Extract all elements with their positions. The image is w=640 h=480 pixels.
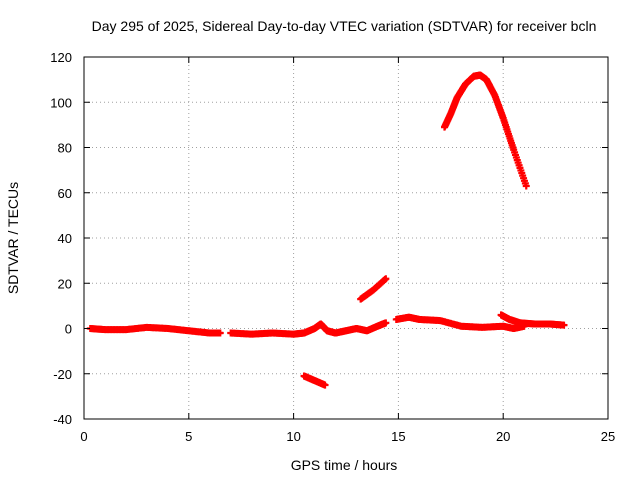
- series-big-arc: [441, 71, 530, 190]
- y-tick-label: 80: [58, 141, 72, 156]
- x-axis-label: GPS time / hours: [291, 457, 398, 473]
- x-tick-label: 0: [80, 429, 87, 444]
- chart-title: Day 295 of 2025, Sidereal Day-to-day VTE…: [92, 18, 597, 34]
- y-tick-label: 60: [58, 186, 72, 201]
- series-tail-arc: [497, 311, 568, 329]
- plot-frame: [83, 56, 609, 420]
- grid: [84, 57, 608, 419]
- y-tick-label: -40: [53, 412, 72, 427]
- x-tick-label: 25: [601, 429, 615, 444]
- y-tick-label: -20: [53, 367, 72, 382]
- series-baseline-mid: [227, 319, 390, 338]
- data-point: [382, 319, 390, 327]
- series-short-arc-rising: [357, 275, 390, 303]
- y-tick-label: 100: [50, 95, 72, 110]
- y-axis-label: SDTVAR / TECUs: [5, 182, 21, 294]
- data-point: [382, 275, 390, 283]
- x-tick-label: 20: [496, 429, 510, 444]
- data-point: [560, 321, 568, 329]
- y-tick-label: 0: [65, 322, 72, 337]
- series-short-arc-negative: [300, 372, 329, 389]
- series-baseline-early: [86, 323, 224, 337]
- y-tick-label: 40: [58, 231, 72, 246]
- x-tick-label: 10: [286, 429, 300, 444]
- x-tick-label: 5: [185, 429, 192, 444]
- ticks: 0 5 10 15 20 25 -40 -20 0 20 40 60 80 100 120: [50, 50, 615, 444]
- data-point: [522, 182, 530, 190]
- y-tick-label: 20: [58, 276, 72, 291]
- data-points: [86, 71, 568, 389]
- y-tick-label: 120: [50, 50, 72, 65]
- x-tick-label: 15: [391, 429, 405, 444]
- data-point: [321, 381, 329, 389]
- data-point: [216, 329, 224, 337]
